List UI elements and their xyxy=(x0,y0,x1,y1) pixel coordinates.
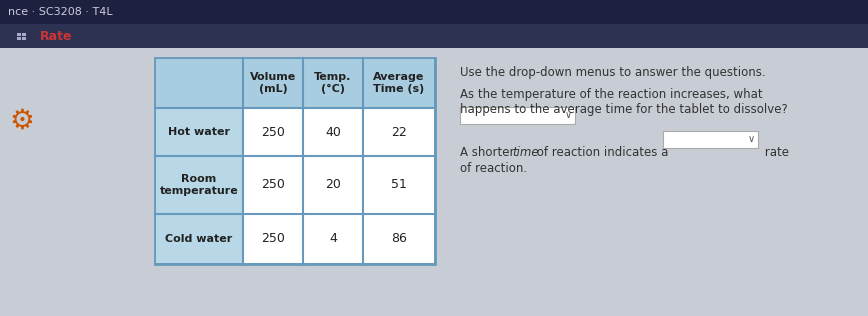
Text: happens to the average time for the tablet to dissolve?: happens to the average time for the tabl… xyxy=(460,103,788,116)
Bar xyxy=(0,48,868,316)
Text: As the temperature of the reaction increases, what: As the temperature of the reaction incre… xyxy=(460,88,763,101)
Bar xyxy=(0,0,868,24)
Text: time: time xyxy=(512,146,539,159)
Text: nce · SC3208 · T4L: nce · SC3208 · T4L xyxy=(8,7,113,17)
Text: 4: 4 xyxy=(329,233,337,246)
Bar xyxy=(304,215,362,263)
Text: 250: 250 xyxy=(261,233,285,246)
Bar xyxy=(156,157,243,213)
Bar xyxy=(304,109,362,155)
Bar xyxy=(364,215,434,263)
Bar xyxy=(244,109,302,155)
Bar xyxy=(663,131,758,148)
Text: 250: 250 xyxy=(261,125,285,138)
Bar xyxy=(460,107,575,124)
Text: 22: 22 xyxy=(391,125,407,138)
Bar xyxy=(0,24,868,48)
Text: Use the drop-down menus to answer the questions.: Use the drop-down menus to answer the qu… xyxy=(460,66,766,79)
Text: Room
temperature: Room temperature xyxy=(160,174,239,196)
Text: 51: 51 xyxy=(391,179,407,191)
Bar xyxy=(22,33,26,36)
Text: Volume
(mL): Volume (mL) xyxy=(250,72,296,94)
Text: A shorter: A shorter xyxy=(460,146,518,159)
Text: Hot water: Hot water xyxy=(168,127,230,137)
Text: Temp.
(°C): Temp. (°C) xyxy=(314,72,352,94)
Bar xyxy=(244,215,302,263)
Bar xyxy=(155,58,435,264)
Bar xyxy=(156,59,243,107)
Text: 40: 40 xyxy=(325,125,341,138)
Text: Cold water: Cold water xyxy=(166,234,233,244)
Text: 250: 250 xyxy=(261,179,285,191)
Bar xyxy=(304,157,362,213)
Bar xyxy=(244,157,302,213)
Bar xyxy=(364,109,434,155)
Text: ∨: ∨ xyxy=(564,111,571,120)
Text: ∨: ∨ xyxy=(747,135,754,144)
Text: 86: 86 xyxy=(391,233,407,246)
Text: ⚙: ⚙ xyxy=(10,107,35,135)
Bar xyxy=(364,157,434,213)
Text: Average
Time (s): Average Time (s) xyxy=(373,72,424,94)
Text: of reaction.: of reaction. xyxy=(460,162,527,175)
Bar xyxy=(17,37,21,40)
Bar xyxy=(156,109,243,155)
Bar xyxy=(22,37,26,40)
Bar xyxy=(156,59,434,107)
Text: 20: 20 xyxy=(325,179,341,191)
Text: rate: rate xyxy=(761,146,789,159)
Bar xyxy=(17,33,21,36)
Text: of reaction indicates a: of reaction indicates a xyxy=(533,146,672,159)
Text: Rate: Rate xyxy=(40,29,73,42)
Bar xyxy=(156,215,243,263)
